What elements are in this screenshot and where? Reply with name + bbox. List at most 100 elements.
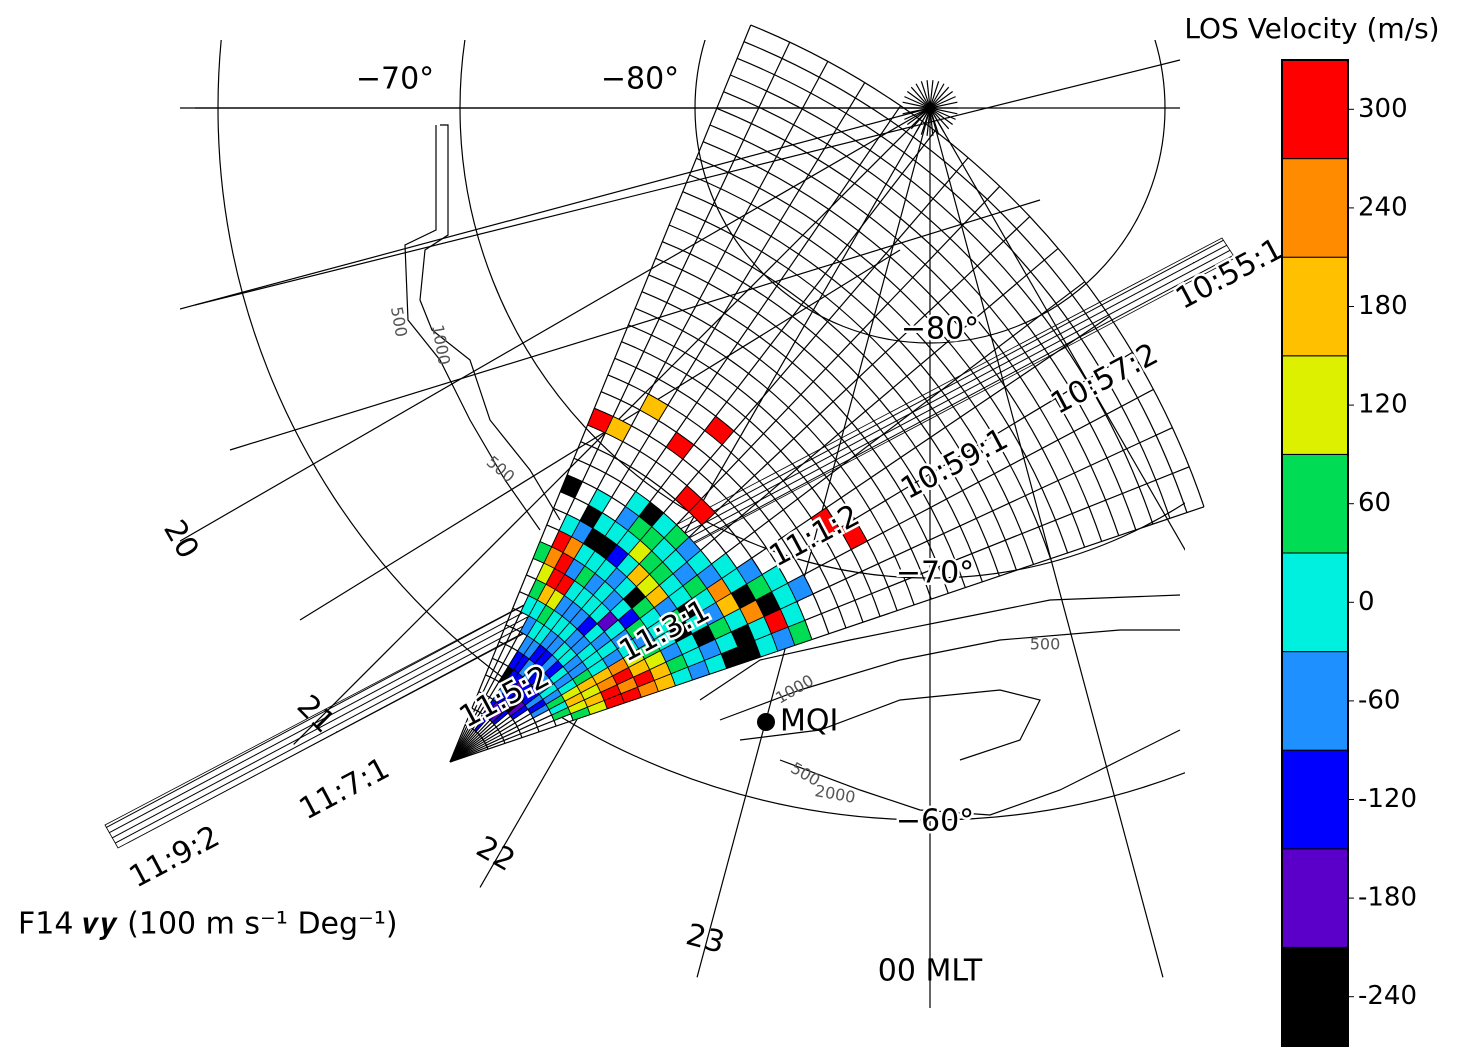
colorbar-box (1281, 848, 1349, 948)
velocity-cell (810, 507, 840, 539)
colorbar-tick-label: 120 (1358, 390, 1408, 420)
latitude-label: −80° (901, 312, 979, 347)
colorbar-tick-label: 180 (1358, 291, 1408, 321)
velocity-cell (587, 407, 614, 434)
beam-line (449, 61, 829, 763)
colorbar-box (1281, 946, 1349, 1047)
footnote: F14 𝒗𝒚 (100 m s⁻¹ Deg⁻¹) (18, 907, 398, 942)
velocity-cell (711, 552, 738, 579)
contour-label: 1000 (428, 323, 454, 366)
velocity-cell (736, 557, 763, 585)
contour-label: 500 (1030, 635, 1061, 654)
track-time-label: 10:59:1 (895, 422, 1014, 507)
velocity-cell (532, 541, 553, 564)
colorbar-tick-label: -60 (1358, 685, 1400, 715)
pole-ray (920, 107, 931, 135)
pole-ray (926, 107, 931, 136)
track-time-label: 11:1:2 (764, 498, 866, 574)
colorbar-tick-label: 60 (1358, 488, 1391, 518)
range-arc (750, 24, 1205, 507)
velocity-cell (558, 513, 581, 538)
mlt-line (929, 107, 1164, 978)
station-marker (757, 713, 775, 731)
pole-ray (910, 107, 931, 130)
track-time-label: 10:57:2 (1045, 337, 1164, 422)
station-label: MQI (780, 704, 838, 739)
colorbar-tick-label: 0 (1358, 587, 1375, 617)
pole-ray (906, 91, 931, 109)
contour-label: 500 (387, 305, 411, 338)
pole-ray (915, 107, 931, 133)
mlt-label: 00 MLT (878, 954, 983, 989)
pole-ray (929, 96, 956, 109)
colorbar-box (1281, 552, 1349, 653)
latitude-label: −80° (601, 62, 679, 97)
latitude-label: −60° (896, 804, 974, 839)
velocity-cell (665, 431, 695, 460)
colorbar-box (1281, 158, 1349, 258)
colorbar-box (1281, 256, 1349, 357)
velocity-cell (624, 491, 651, 517)
velocity-cell (559, 474, 583, 499)
colorbar-box (1281, 59, 1349, 160)
track-time-label: 11:7:1 (294, 751, 396, 827)
pole-ray (929, 83, 945, 109)
pole-ray (902, 107, 931, 115)
pole-ray (929, 107, 958, 115)
colorbar-tick-label: 240 (1358, 192, 1408, 222)
mlt-label: 20 (156, 514, 205, 565)
pole-ray (929, 101, 958, 109)
pole-ray (902, 101, 931, 109)
colorbar: 300 240 180 120 60 0 -60 -120 -180 -240 LOS Veloci… (1184, 12, 1440, 1047)
mlt-line (696, 107, 931, 978)
contour-label: 500 (483, 452, 519, 486)
velocity-cell (674, 485, 702, 513)
colorbar-frame (1281, 59, 1349, 1047)
velocity-cell (787, 574, 814, 603)
mlt-line (180, 107, 931, 542)
velocity-cell (838, 518, 868, 551)
pole-ray (929, 91, 954, 109)
colorbar-tick-label: -120 (1358, 784, 1417, 814)
pole-ray (929, 81, 940, 109)
mlt-line (929, 107, 1185, 551)
geo-line (299, 249, 901, 621)
colorbar-box (1281, 355, 1349, 455)
contour-label: 1000 (772, 671, 817, 708)
geo-line (194, 59, 1181, 306)
colorbar-tick-label: 300 (1358, 94, 1408, 124)
colorbar-box (1281, 749, 1349, 850)
pole-ray (904, 96, 931, 109)
velocity-cell (639, 393, 669, 422)
pole-ray (929, 107, 950, 130)
pole-ray (929, 107, 954, 125)
velocity-cell (761, 564, 789, 593)
contour-label: 2000 (813, 781, 856, 807)
pole-ray (915, 83, 931, 109)
mlt-line (180, 107, 931, 310)
velocity-cell (704, 415, 735, 446)
mlt-line (479, 107, 931, 888)
colorbar-box (1281, 651, 1349, 751)
pole-ray (929, 86, 950, 109)
beam-line (449, 41, 791, 763)
radar-fan (449, 24, 1205, 763)
velocity-cell (588, 488, 613, 514)
latitude-label: −70° (896, 556, 974, 591)
colorbar-tick-label: -240 (1358, 981, 1417, 1011)
pole-ray (906, 107, 931, 125)
pole-ray (910, 86, 931, 109)
mlt-label: 23 (682, 917, 728, 961)
latitude-label: −70° (356, 62, 434, 97)
map-grid (180, 40, 1185, 1008)
beam-line (449, 24, 752, 763)
track-time-label: 11:5:2 (454, 659, 556, 735)
contour (404, 124, 561, 531)
colorbar-box (1281, 453, 1349, 554)
colorbar-title: LOS Velocity (m/s) (1184, 12, 1439, 45)
pole-ray (926, 80, 931, 109)
pole-ray (920, 81, 931, 109)
mlt-label: 22 (470, 829, 521, 878)
